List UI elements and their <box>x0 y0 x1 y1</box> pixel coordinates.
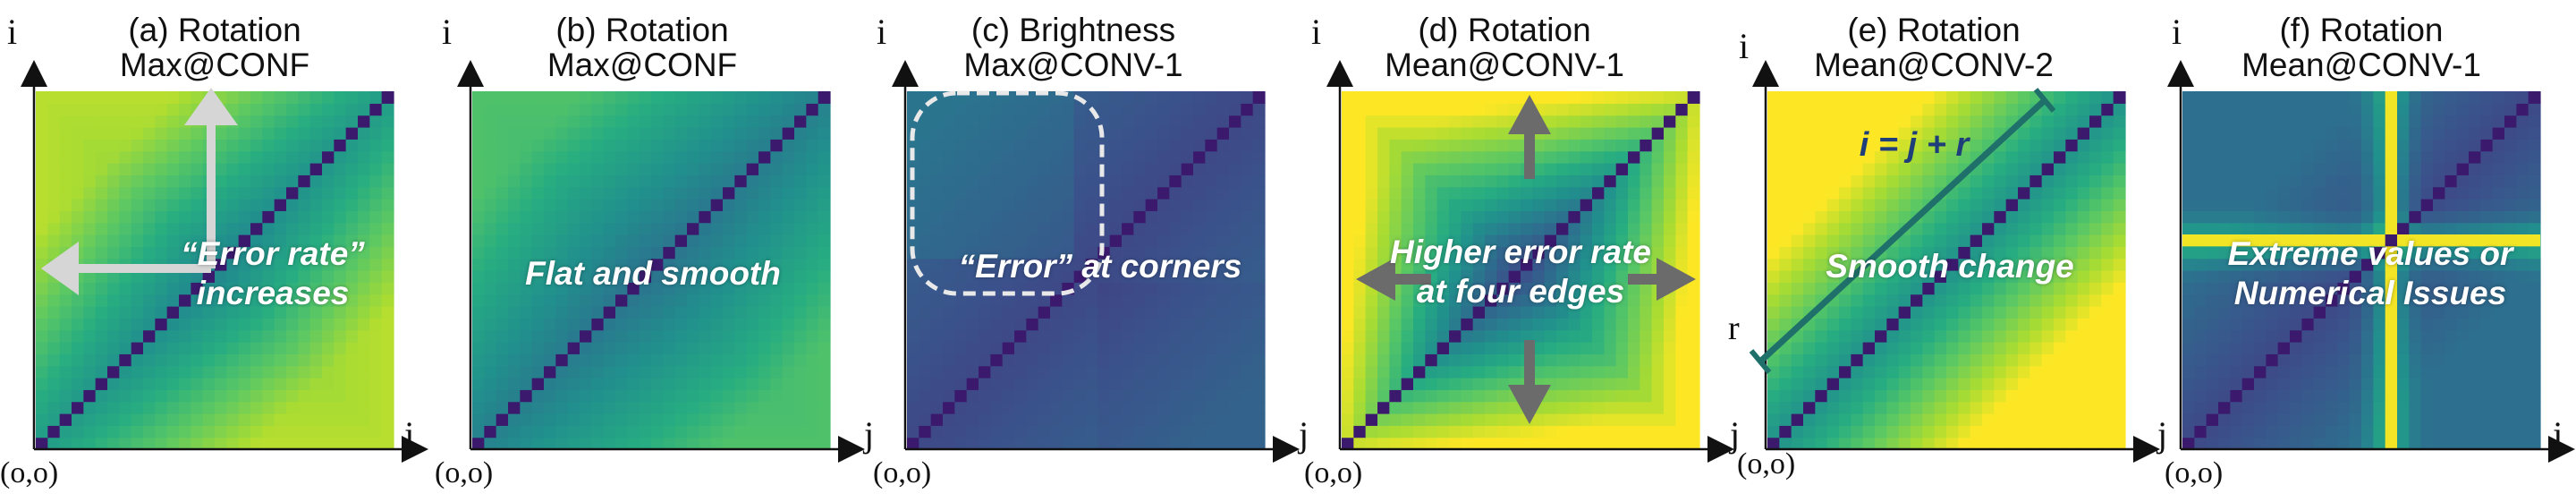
panel-c-annotation: “Error” at corners <box>930 247 1270 286</box>
panel-b-x-label: j <box>864 413 874 455</box>
panel-c-origin: (o,o) <box>873 456 931 490</box>
panel-b-y-label: i <box>442 11 452 53</box>
panel-e-y-label: i <box>1739 25 1749 67</box>
panel-e-annotation: Smooth change <box>1780 247 2120 286</box>
panel-f-x-label: j <box>2553 413 2563 455</box>
panel-a-origin: (o,o) <box>0 456 58 490</box>
panel-e-equation: i = j + r <box>1834 125 1995 165</box>
panel-e-x-label: j <box>2157 413 2167 455</box>
panel-b-annotation: Flat and smooth <box>483 254 823 294</box>
panel-a-y-label: i <box>7 11 17 53</box>
panel-c-y-label: i <box>877 11 886 53</box>
panel-b-origin: (o,o) <box>435 456 493 490</box>
panel-a-annotation: “Error rate”increases <box>143 234 402 313</box>
panel-a-x-label: j <box>404 413 414 455</box>
panel-e-origin: (o,o) <box>1737 447 1795 481</box>
panel-f-y-label: i <box>2172 11 2182 53</box>
panel-e-r-label: r <box>1728 309 1740 348</box>
panel-f-origin: (o,o) <box>2165 456 2223 490</box>
panel-d-origin: (o,o) <box>1304 456 1362 490</box>
panel-d-y-label: i <box>1311 11 1321 53</box>
panel-c-x-label: j <box>1299 413 1309 455</box>
